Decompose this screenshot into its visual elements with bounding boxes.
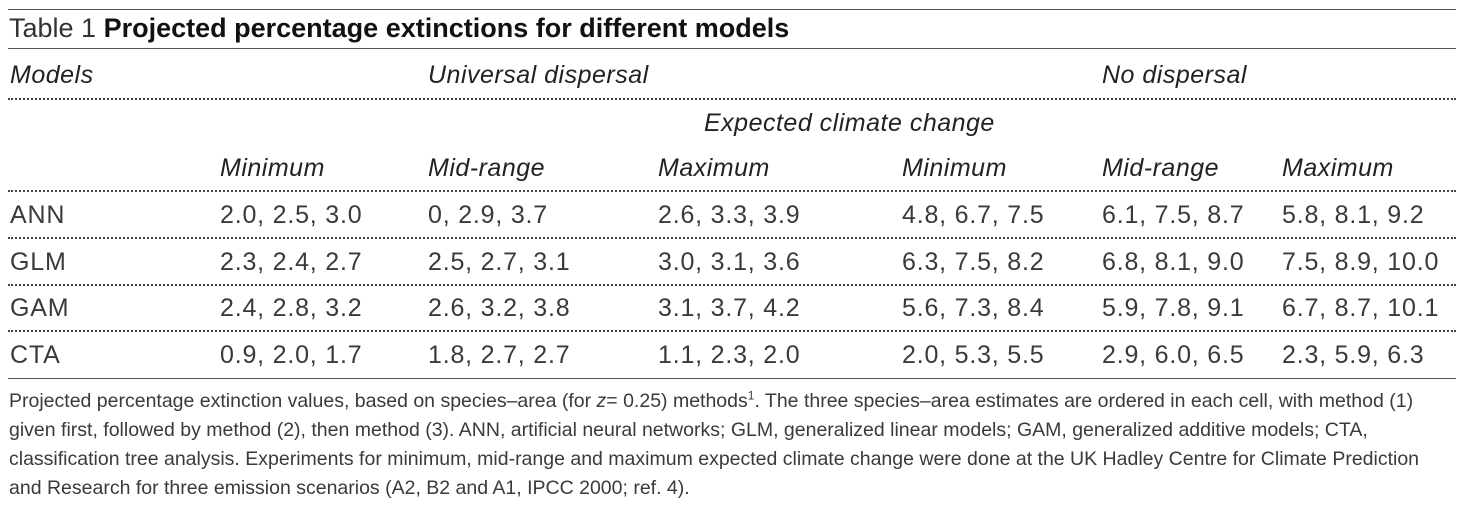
table-cell: 5.6, 7.3, 8.4 (902, 294, 1045, 322)
col-header-maximum-universal: Maximum (658, 154, 770, 182)
table-cell: 6.8, 8.1, 9.0 (1102, 248, 1245, 276)
row-rule (8, 284, 1456, 286)
table-cell: 7.5, 8.9, 10.0 (1282, 248, 1440, 276)
table-cell: 3.1, 3.7, 4.2 (658, 294, 801, 322)
table-cell: 2.9, 6.0, 6.5 (1102, 341, 1245, 369)
table-cell: 6.7, 8.7, 10.1 (1282, 294, 1440, 322)
footnote-text-part1: Projected percentage extinction values, … (9, 390, 597, 412)
header-no-dispersal: No dispersal (1102, 61, 1247, 89)
table-caption: Table 1 Projected percentage extinctions… (9, 10, 789, 46)
table-cell: 2.4, 2.8, 3.2 (220, 294, 363, 322)
header-rule-2 (8, 190, 1456, 192)
table-cell: 1.1, 2.3, 2.0 (658, 341, 801, 369)
table-cell: 2.5, 2.7, 3.1 (428, 248, 571, 276)
table-footnote: Projected percentage extinction values, … (9, 387, 1449, 503)
col-header-maximum-nodispersal: Maximum (1282, 154, 1394, 182)
header-expected-climate-change: Expected climate change (704, 109, 995, 137)
table-cell: 2.3, 5.9, 6.3 (1282, 341, 1425, 369)
table-cell: 6.1, 7.5, 8.7 (1102, 201, 1245, 229)
row-rule (8, 237, 1456, 239)
table-cell: 2.6, 3.2, 3.8 (428, 294, 571, 322)
caption-rule (8, 48, 1456, 49)
row-model-gam: GAM (10, 294, 70, 322)
table-cell: 2.0, 5.3, 5.5 (902, 341, 1045, 369)
row-model-ann: ANN (10, 201, 66, 229)
col-header-midrange-universal: Mid-range (428, 154, 546, 182)
row-model-glm: GLM (10, 248, 67, 276)
table-cell: 4.8, 6.7, 7.5 (902, 201, 1045, 229)
row-rule (8, 330, 1456, 332)
table-cell: 5.9, 7.8, 9.1 (1102, 294, 1245, 322)
table-cell: 0.9, 2.0, 1.7 (220, 341, 363, 369)
table-cell: 3.0, 3.1, 3.6 (658, 248, 801, 276)
footnote-z-variable: z (596, 390, 607, 412)
col-header-minimum-universal: Minimum (220, 154, 325, 182)
footnote-text-part2: . The three species–area estimates are o… (9, 390, 1420, 499)
header-universal-dispersal: Universal dispersal (428, 61, 649, 89)
table-cell: 0, 2.9, 3.7 (428, 201, 548, 229)
table-bottom-rule (8, 378, 1456, 379)
footnote-z-equation: = 0.25) methods (606, 390, 748, 412)
col-header-midrange-nodispersal: Mid-range (1102, 154, 1220, 182)
table-cell: 2.3, 2.4, 2.7 (220, 248, 363, 276)
table-cell: 6.3, 7.5, 8.2 (902, 248, 1045, 276)
row-model-cta: CTA (10, 341, 61, 369)
table-label: Table 1 (9, 13, 97, 43)
header-models: Models (10, 61, 94, 89)
table-cell: 5.8, 8.1, 9.2 (1282, 201, 1425, 229)
top-rule (8, 9, 1456, 10)
table-cell: 2.6, 3.3, 3.9 (658, 201, 801, 229)
table-title: Projected percentage extinctions for dif… (103, 13, 790, 43)
table-cell: 2.0, 2.5, 3.0 (220, 201, 363, 229)
table-cell: 1.8, 2.7, 2.7 (428, 341, 571, 369)
col-header-minimum-nodispersal: Minimum (902, 154, 1007, 182)
footnote-reference: 1 (747, 388, 755, 403)
header-rule-1 (8, 98, 1456, 100)
